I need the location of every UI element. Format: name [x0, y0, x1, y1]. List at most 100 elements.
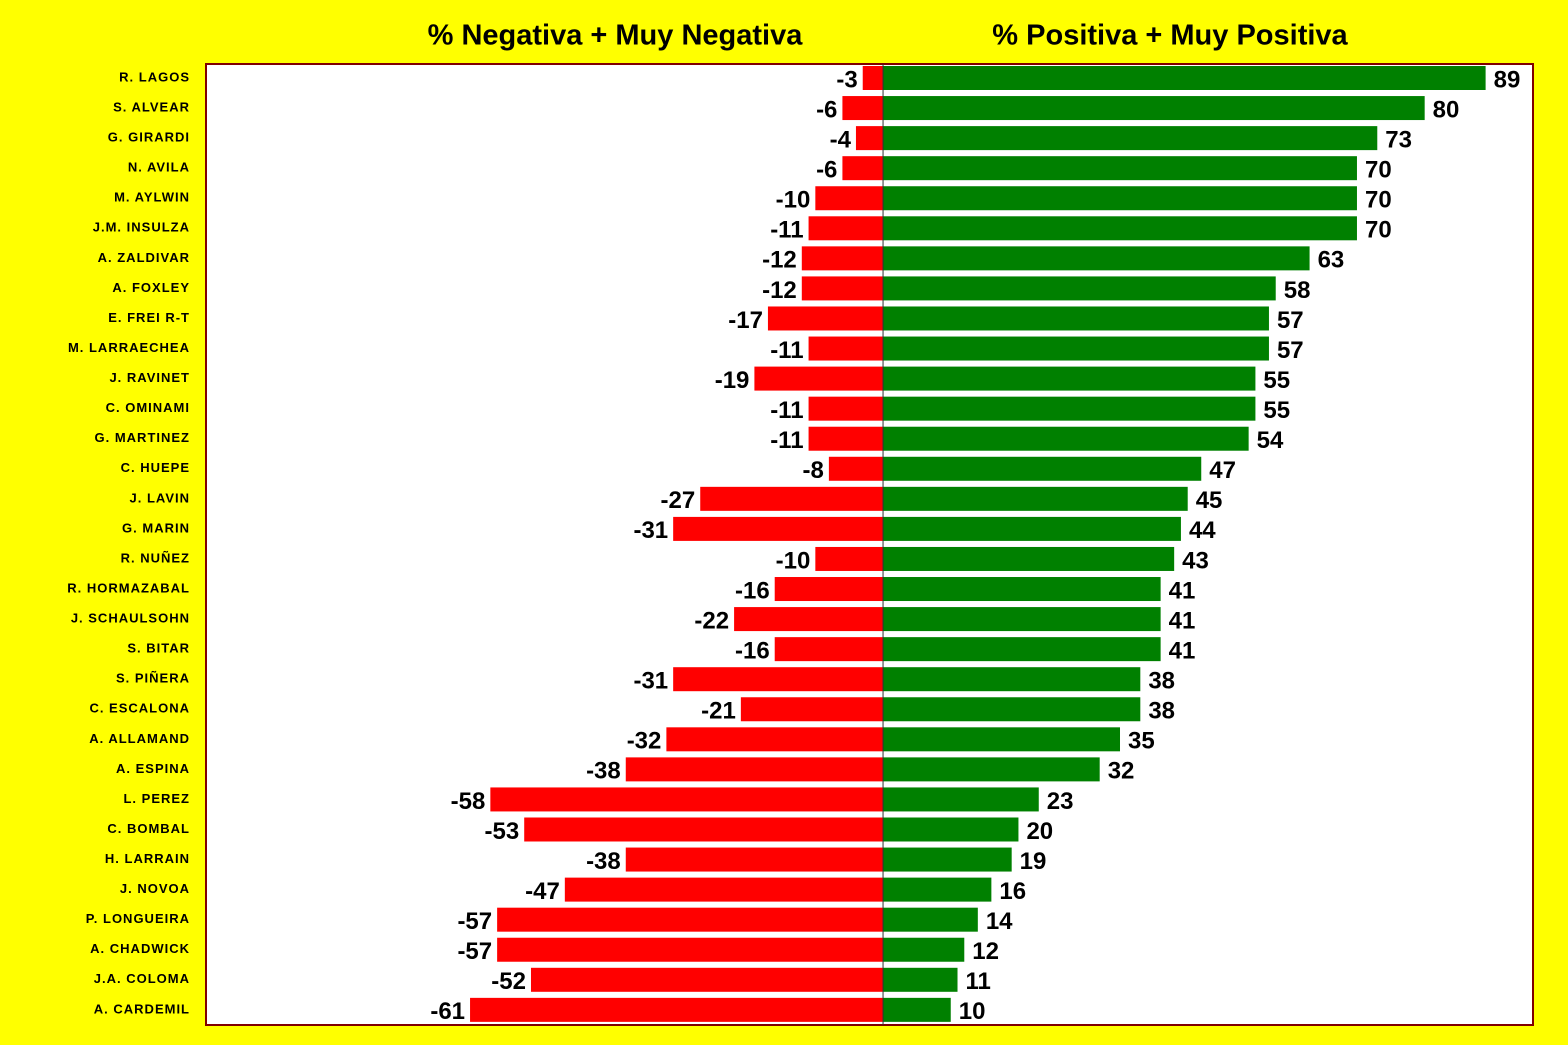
bar — [700, 486, 884, 511]
value-label: -19 — [715, 367, 750, 394]
value-label: 38 — [1148, 698, 1175, 725]
value-label: -31 — [633, 668, 668, 695]
bar — [883, 757, 1100, 782]
bar — [883, 96, 1425, 121]
value-label: -27 — [661, 487, 696, 514]
bar — [883, 907, 978, 932]
bar — [883, 727, 1121, 752]
bar — [774, 577, 884, 602]
value-label: 73 — [1385, 126, 1412, 153]
bar — [808, 396, 884, 421]
bar — [530, 967, 884, 992]
value-label: -16 — [735, 577, 770, 604]
category-label: E. FREI R-T — [108, 310, 190, 325]
value-label: -6 — [816, 157, 837, 184]
value-label: -38 — [586, 758, 621, 785]
category-label: G. GIRARDI — [108, 130, 190, 145]
bar — [883, 577, 1161, 602]
value-label: 38 — [1148, 668, 1175, 695]
value-label: -11 — [770, 217, 803, 244]
bar — [883, 516, 1181, 541]
bar — [883, 637, 1161, 662]
category-label: J.A. COLOMA — [94, 971, 190, 986]
bar — [801, 276, 884, 301]
category-label: A. ESPINA — [116, 761, 190, 776]
category-label: A. ZALDIVAR — [98, 250, 190, 265]
value-label: 41 — [1169, 607, 1196, 634]
value-label: -57 — [457, 938, 492, 965]
category-label: G. MARIN — [122, 520, 190, 535]
bar — [842, 156, 884, 181]
category-label: C. OMINAMI — [106, 400, 190, 415]
value-label: 70 — [1365, 217, 1392, 244]
bar — [883, 336, 1269, 361]
value-label: 41 — [1169, 637, 1196, 664]
bar — [625, 757, 884, 782]
bar — [497, 937, 884, 962]
category-label: L. PEREZ — [123, 791, 190, 806]
value-label: 70 — [1365, 157, 1392, 184]
bar — [883, 787, 1039, 812]
bar — [883, 126, 1378, 151]
category-label: A. CHADWICK — [90, 941, 190, 956]
value-label: -10 — [776, 547, 811, 574]
bar — [808, 216, 884, 241]
bar — [862, 66, 884, 90]
value-label: 57 — [1277, 307, 1304, 334]
bar — [774, 637, 884, 662]
bar — [490, 787, 884, 812]
bar — [883, 967, 958, 992]
bar — [815, 546, 884, 571]
bar — [883, 546, 1175, 571]
value-label: 80 — [1433, 96, 1460, 123]
value-label: -3 — [836, 66, 857, 93]
value-label: -8 — [803, 457, 824, 484]
value-label: 45 — [1196, 487, 1223, 514]
value-label: -52 — [491, 968, 526, 995]
value-label: 70 — [1365, 187, 1392, 214]
bar — [883, 847, 1012, 872]
bar — [564, 877, 884, 902]
value-label: 23 — [1047, 788, 1074, 815]
category-label: R. LAGOS — [119, 69, 190, 84]
bar — [828, 456, 884, 481]
value-label: -11 — [770, 427, 803, 454]
bar — [883, 396, 1256, 421]
category-label: A. ALLAMAND — [89, 731, 190, 746]
value-label: 58 — [1284, 277, 1311, 304]
bar — [883, 66, 1486, 90]
bar — [883, 997, 951, 1022]
bar — [883, 486, 1188, 511]
bar — [734, 607, 884, 632]
bar — [883, 667, 1141, 692]
category-label: J. RAVINET — [109, 370, 190, 385]
bar — [883, 306, 1269, 331]
value-label: -53 — [485, 818, 520, 845]
category-label: J. LAVIN — [130, 490, 191, 505]
bar — [883, 697, 1141, 722]
bar — [815, 186, 884, 211]
value-label: 44 — [1189, 517, 1216, 544]
bar — [673, 667, 884, 692]
bar — [883, 877, 992, 902]
category-label: J.M. INSULZA — [93, 220, 190, 235]
bar — [842, 96, 884, 121]
value-label: -21 — [701, 698, 736, 725]
value-label: 20 — [1026, 818, 1053, 845]
category-label: R. NUÑEZ — [121, 550, 190, 565]
value-label: -4 — [830, 126, 852, 153]
value-label: 55 — [1263, 367, 1290, 394]
value-label: 41 — [1169, 577, 1196, 604]
value-label: -17 — [728, 307, 763, 334]
category-label: A. CARDEMIL — [94, 1001, 190, 1016]
value-label: 63 — [1318, 247, 1345, 274]
value-label: -58 — [451, 788, 486, 815]
bar — [470, 997, 884, 1022]
category-label: H. LARRAIN — [105, 851, 190, 866]
value-label: 19 — [1020, 848, 1047, 875]
value-label: -11 — [770, 397, 803, 424]
bar — [666, 727, 884, 752]
category-label: C. BOMBAL — [107, 821, 190, 836]
series-header: % Negativa + Muy Negativa — [428, 20, 804, 52]
value-label: -10 — [776, 187, 811, 214]
